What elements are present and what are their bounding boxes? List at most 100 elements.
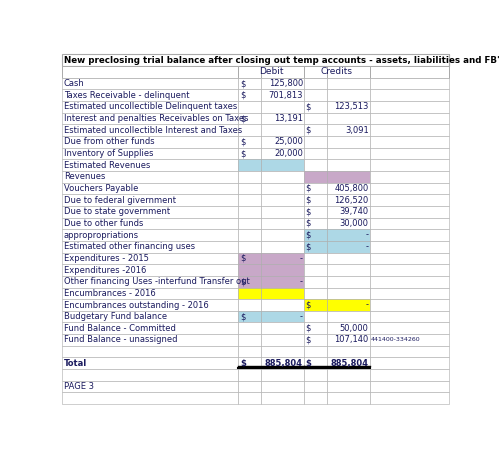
- Bar: [326, 276, 370, 287]
- Text: 30,000: 30,000: [340, 219, 369, 228]
- Bar: [304, 322, 326, 334]
- Bar: [370, 357, 449, 369]
- Bar: [326, 229, 370, 241]
- Text: Encumbrances outstanding - 2016: Encumbrances outstanding - 2016: [64, 301, 209, 310]
- Text: Total: Total: [64, 359, 87, 368]
- Text: Debit: Debit: [259, 68, 283, 76]
- Bar: [370, 252, 449, 264]
- Bar: [239, 136, 261, 148]
- Bar: [261, 392, 304, 404]
- Bar: [370, 171, 449, 183]
- Text: Credits: Credits: [321, 68, 353, 76]
- Text: $: $: [305, 231, 311, 240]
- Bar: [261, 369, 304, 381]
- Bar: [261, 346, 304, 357]
- Bar: [304, 287, 326, 299]
- Bar: [261, 287, 304, 299]
- Text: Vouchers Payable: Vouchers Payable: [64, 184, 138, 193]
- Bar: [370, 148, 449, 159]
- Bar: [62, 311, 239, 322]
- Bar: [304, 66, 326, 78]
- Text: 126,520: 126,520: [334, 196, 369, 205]
- Bar: [239, 381, 261, 392]
- Text: Estimated uncollectible Interest and Taxes: Estimated uncollectible Interest and Tax…: [64, 126, 242, 135]
- Bar: [239, 183, 261, 194]
- Text: -: -: [366, 301, 369, 310]
- Bar: [62, 392, 239, 404]
- Bar: [261, 159, 304, 171]
- Bar: [239, 311, 261, 322]
- Bar: [239, 264, 261, 276]
- Text: $: $: [305, 242, 311, 251]
- Bar: [370, 101, 449, 113]
- Bar: [239, 346, 261, 357]
- Bar: [326, 148, 370, 159]
- Text: $: $: [240, 138, 245, 146]
- Bar: [304, 101, 326, 113]
- Bar: [62, 183, 239, 194]
- Bar: [239, 322, 261, 334]
- Bar: [326, 101, 370, 113]
- Bar: [370, 322, 449, 334]
- Text: Estimated other financing uses: Estimated other financing uses: [64, 242, 195, 251]
- Text: Expenditures -2016: Expenditures -2016: [64, 266, 146, 275]
- Text: Due to other funds: Due to other funds: [64, 219, 143, 228]
- Bar: [261, 322, 304, 334]
- Bar: [370, 369, 449, 381]
- Bar: [261, 113, 304, 124]
- Text: 441400-334260: 441400-334260: [371, 337, 421, 342]
- Bar: [239, 276, 261, 287]
- Bar: [326, 78, 370, 89]
- Text: $: $: [240, 277, 245, 286]
- Text: $: $: [240, 114, 245, 123]
- Bar: [370, 206, 449, 217]
- Bar: [261, 357, 304, 369]
- Bar: [62, 66, 239, 78]
- Text: 25,000: 25,000: [274, 138, 303, 146]
- Bar: [370, 381, 449, 392]
- Bar: [239, 357, 261, 369]
- Text: 885,804: 885,804: [265, 359, 303, 368]
- Bar: [261, 194, 304, 206]
- Text: $: $: [305, 184, 311, 193]
- Text: $: $: [240, 91, 245, 100]
- Bar: [62, 171, 239, 183]
- Bar: [304, 229, 326, 241]
- Bar: [326, 322, 370, 334]
- Bar: [62, 78, 239, 89]
- Bar: [304, 171, 326, 183]
- Bar: [261, 264, 304, 276]
- Text: $: $: [240, 254, 245, 263]
- Bar: [326, 217, 370, 229]
- Bar: [326, 136, 370, 148]
- Bar: [370, 183, 449, 194]
- Bar: [239, 392, 261, 404]
- Text: $: $: [305, 359, 311, 368]
- Bar: [62, 381, 239, 392]
- Bar: [62, 124, 239, 136]
- Bar: [261, 229, 304, 241]
- Bar: [370, 276, 449, 287]
- Bar: [261, 252, 304, 264]
- Bar: [370, 229, 449, 241]
- Bar: [326, 334, 370, 346]
- Bar: [370, 66, 449, 78]
- Bar: [239, 217, 261, 229]
- Text: $: $: [305, 207, 311, 216]
- Bar: [62, 357, 239, 369]
- Bar: [326, 252, 370, 264]
- Bar: [62, 334, 239, 346]
- Bar: [304, 357, 326, 369]
- Bar: [62, 113, 239, 124]
- Text: Expenditures - 2015: Expenditures - 2015: [64, 254, 149, 263]
- Bar: [326, 311, 370, 322]
- Bar: [261, 183, 304, 194]
- Bar: [304, 252, 326, 264]
- Text: 107,140: 107,140: [334, 336, 369, 345]
- Text: PAGE 3: PAGE 3: [64, 382, 94, 391]
- Bar: [370, 299, 449, 311]
- Text: Fund Balance - Committed: Fund Balance - Committed: [64, 324, 176, 333]
- Text: New preclosing trial balance after closing out temp accounts - assets, liabiliti: New preclosing trial balance after closi…: [64, 56, 499, 65]
- Bar: [261, 171, 304, 183]
- Text: -: -: [366, 231, 369, 240]
